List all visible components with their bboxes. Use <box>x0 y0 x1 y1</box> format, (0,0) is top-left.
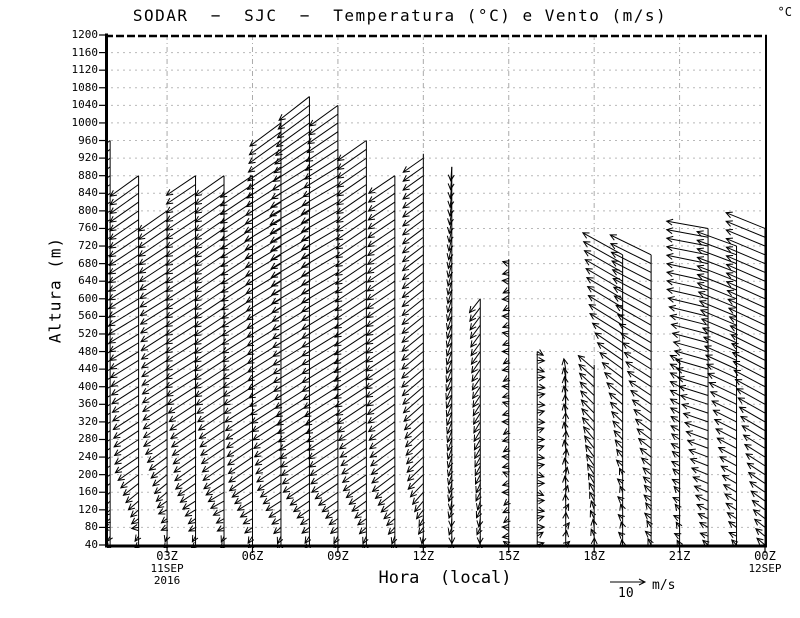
x-tick-label: 18Z <box>583 549 605 563</box>
x-tick-label: 15Z <box>497 549 520 563</box>
y-tick-label: 520 <box>78 326 98 340</box>
y-tick-label: 320 <box>78 414 98 428</box>
y-tick-label: 1080 <box>71 80 99 94</box>
y-tick-label: 240 <box>78 450 98 464</box>
y-tick-label: 160 <box>78 485 98 499</box>
x-tick-label: 00Z <box>754 549 776 563</box>
wind-scale-legend: 10 m/s <box>606 574 716 606</box>
y-tick-label: 640 <box>78 274 98 288</box>
y-tick-label: 1120 <box>71 63 99 77</box>
y-tick-label: 680 <box>78 256 98 270</box>
plot-frame <box>99 33 767 553</box>
y-tick-label: 120 <box>78 502 98 516</box>
temperature-unit-label: °C <box>777 5 792 19</box>
y-tick-label: 40 <box>84 538 98 551</box>
gridlines <box>105 35 767 545</box>
x-tick-label: 09Z <box>327 549 349 563</box>
x-tick-label: 21Z <box>668 549 691 563</box>
scale-unit: m/s <box>652 578 676 593</box>
y-tick-label: 1000 <box>71 115 99 129</box>
y-tick-label: 480 <box>78 344 98 358</box>
x-tick-label: 12Z <box>412 549 435 563</box>
y-tick-label: 200 <box>78 467 98 481</box>
y-tick-label: 1200 <box>71 28 99 41</box>
y-tick-label: 600 <box>78 291 98 305</box>
y-tick-label: 1160 <box>71 45 99 59</box>
scale-arrow-icon <box>610 578 647 586</box>
y-tick-label: 1040 <box>71 98 99 112</box>
x-tick-sublabel: 2016 <box>153 574 181 587</box>
chart-title: SODAR − SJC − Temperatura (°C) e Vento (… <box>132 6 668 25</box>
x-tick-sublabel: 12SEP <box>748 562 782 575</box>
y-tick-label: 840 <box>78 186 98 200</box>
x-tick-label: 06Z <box>241 549 264 563</box>
y-tick-label: 440 <box>78 362 98 376</box>
y-tick-label: 360 <box>78 397 98 411</box>
y-tick-label: 400 <box>78 379 98 393</box>
wind-arrows <box>105 96 766 548</box>
y-tick-label: 80 <box>84 520 98 534</box>
y-tick-label: 800 <box>78 203 98 217</box>
scale-value: 10 <box>618 586 634 601</box>
y-tick-label: 880 <box>78 168 98 182</box>
y-tick-label: 560 <box>78 309 98 323</box>
x-tick-label: 03Z <box>156 549 178 563</box>
y-tick-label: 920 <box>78 151 98 165</box>
y-tick-label: 720 <box>78 239 98 253</box>
x-tick-sublabel: 11SEP <box>150 562 184 575</box>
x-axis-title: Hora (local) <box>378 568 512 588</box>
y-tick-label: 960 <box>78 133 98 147</box>
y-tick-label: 280 <box>78 432 98 446</box>
y-tick-label: 760 <box>78 221 98 235</box>
